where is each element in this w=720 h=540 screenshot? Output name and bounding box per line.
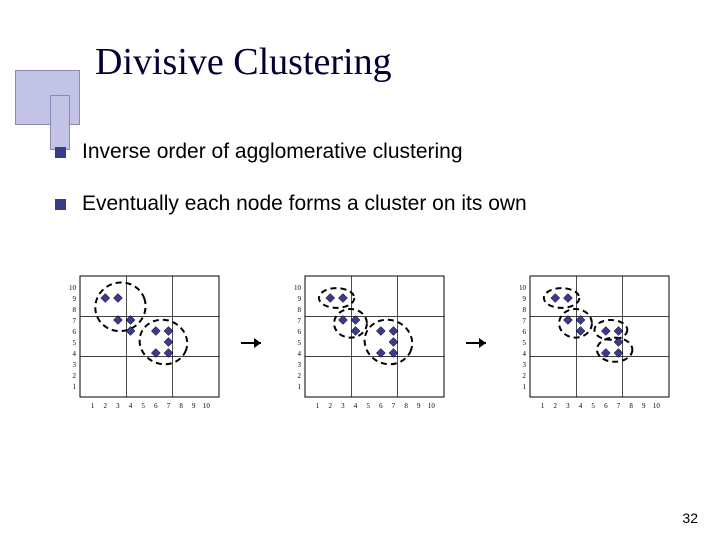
cluster-chart: 1234567891012345678910 xyxy=(285,270,450,415)
svg-text:1: 1 xyxy=(91,402,95,410)
svg-text:7: 7 xyxy=(73,317,77,325)
svg-text:2: 2 xyxy=(523,372,527,380)
svg-text:10: 10 xyxy=(519,284,527,292)
svg-text:9: 9 xyxy=(192,402,196,410)
svg-text:5: 5 xyxy=(298,339,302,347)
bullet-list: Inverse order of agglomerative clusterin… xyxy=(55,140,675,244)
svg-text:1: 1 xyxy=(316,402,320,410)
svg-text:7: 7 xyxy=(523,317,527,325)
cluster-chart: 1234567891012345678910 xyxy=(60,270,225,415)
cluster-chart: 1234567891012345678910 xyxy=(510,270,675,415)
svg-text:9: 9 xyxy=(642,402,646,410)
svg-text:6: 6 xyxy=(154,402,158,410)
svg-text:2: 2 xyxy=(554,402,558,410)
svg-text:4: 4 xyxy=(579,402,583,410)
svg-text:3: 3 xyxy=(341,402,345,410)
svg-text:5: 5 xyxy=(366,402,370,410)
bullet-text: Eventually each node forms a cluster on … xyxy=(82,192,527,216)
arrow-right-icon xyxy=(464,333,496,353)
svg-text:1: 1 xyxy=(73,383,77,391)
bullet-square-icon xyxy=(55,147,66,158)
svg-text:4: 4 xyxy=(73,350,77,358)
svg-text:8: 8 xyxy=(298,306,302,314)
svg-text:6: 6 xyxy=(379,402,383,410)
svg-text:9: 9 xyxy=(417,402,421,410)
svg-text:3: 3 xyxy=(73,361,77,369)
svg-text:10: 10 xyxy=(653,402,661,410)
charts-row: 1234567891012345678910123456789101234567… xyxy=(60,270,675,415)
svg-text:8: 8 xyxy=(179,402,183,410)
svg-text:7: 7 xyxy=(298,317,302,325)
svg-text:7: 7 xyxy=(167,402,171,410)
svg-text:4: 4 xyxy=(354,402,358,410)
svg-text:6: 6 xyxy=(298,328,302,336)
bullet-item: Eventually each node forms a cluster on … xyxy=(55,192,675,216)
svg-text:3: 3 xyxy=(523,361,527,369)
svg-text:9: 9 xyxy=(523,295,527,303)
svg-text:10: 10 xyxy=(69,284,77,292)
svg-text:2: 2 xyxy=(104,402,108,410)
svg-text:10: 10 xyxy=(428,402,436,410)
page-title: Divisive Clustering xyxy=(95,40,392,84)
svg-text:3: 3 xyxy=(298,361,302,369)
page-number: 32 xyxy=(682,510,698,526)
svg-text:5: 5 xyxy=(523,339,527,347)
svg-text:4: 4 xyxy=(129,402,133,410)
svg-text:8: 8 xyxy=(523,306,527,314)
svg-text:6: 6 xyxy=(523,328,527,336)
bullet-item: Inverse order of agglomerative clusterin… xyxy=(55,140,675,164)
svg-text:5: 5 xyxy=(73,339,77,347)
svg-text:8: 8 xyxy=(404,402,408,410)
svg-text:8: 8 xyxy=(629,402,633,410)
svg-text:9: 9 xyxy=(298,295,302,303)
svg-text:2: 2 xyxy=(73,372,77,380)
svg-text:1: 1 xyxy=(298,383,302,391)
svg-text:5: 5 xyxy=(591,402,595,410)
svg-text:6: 6 xyxy=(604,402,608,410)
arrow-right-icon xyxy=(239,333,271,353)
svg-text:5: 5 xyxy=(141,402,145,410)
svg-text:8: 8 xyxy=(73,306,77,314)
svg-text:10: 10 xyxy=(203,402,211,410)
svg-text:4: 4 xyxy=(523,350,527,358)
svg-text:6: 6 xyxy=(73,328,77,336)
svg-text:9: 9 xyxy=(73,295,77,303)
svg-text:2: 2 xyxy=(329,402,333,410)
svg-text:7: 7 xyxy=(392,402,396,410)
svg-text:7: 7 xyxy=(617,402,621,410)
svg-text:4: 4 xyxy=(298,350,302,358)
svg-text:3: 3 xyxy=(566,402,570,410)
bullet-square-icon xyxy=(55,199,66,210)
decor-box-1 xyxy=(15,70,80,125)
svg-text:10: 10 xyxy=(294,284,302,292)
svg-text:1: 1 xyxy=(541,402,545,410)
bullet-text: Inverse order of agglomerative clusterin… xyxy=(82,140,463,164)
svg-text:1: 1 xyxy=(523,383,527,391)
svg-text:2: 2 xyxy=(298,372,302,380)
svg-text:3: 3 xyxy=(116,402,120,410)
